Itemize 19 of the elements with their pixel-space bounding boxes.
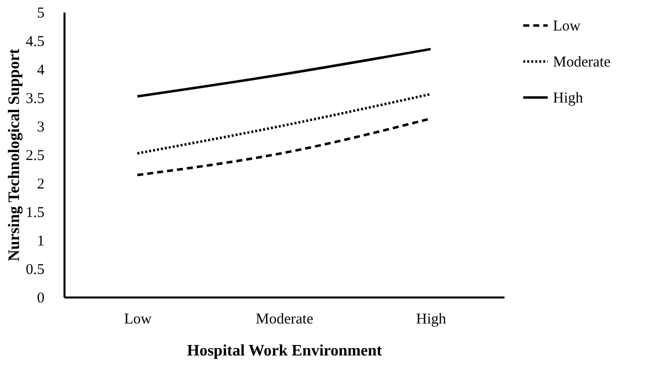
y-tick-label: 4 [37, 62, 45, 78]
y-tick-label: 3.5 [26, 91, 44, 107]
y-tick-label: 0.5 [26, 262, 44, 278]
y-tick-label: 0 [37, 290, 44, 306]
y-axis-title: Nursing Technological Support [6, 48, 23, 262]
y-tick-label: 1.5 [26, 205, 44, 221]
x-tick-label: Moderate [256, 312, 314, 328]
x-tick-label: High [416, 312, 447, 328]
y-tick-label: 2 [37, 176, 44, 192]
y-tick-label: 2.5 [26, 148, 44, 164]
legend-label: Moderate [553, 54, 611, 70]
legend-label: High [553, 90, 584, 106]
y-tick-label: 4.5 [26, 34, 44, 50]
x-tick-label: Low [124, 312, 152, 328]
y-tick-label: 3 [37, 120, 44, 136]
legend-label: Low [553, 18, 581, 34]
x-axis-title: Hospital Work Environment [187, 342, 383, 360]
y-tick-label: 1 [37, 234, 44, 250]
y-tick-label: 5 [37, 6, 44, 22]
